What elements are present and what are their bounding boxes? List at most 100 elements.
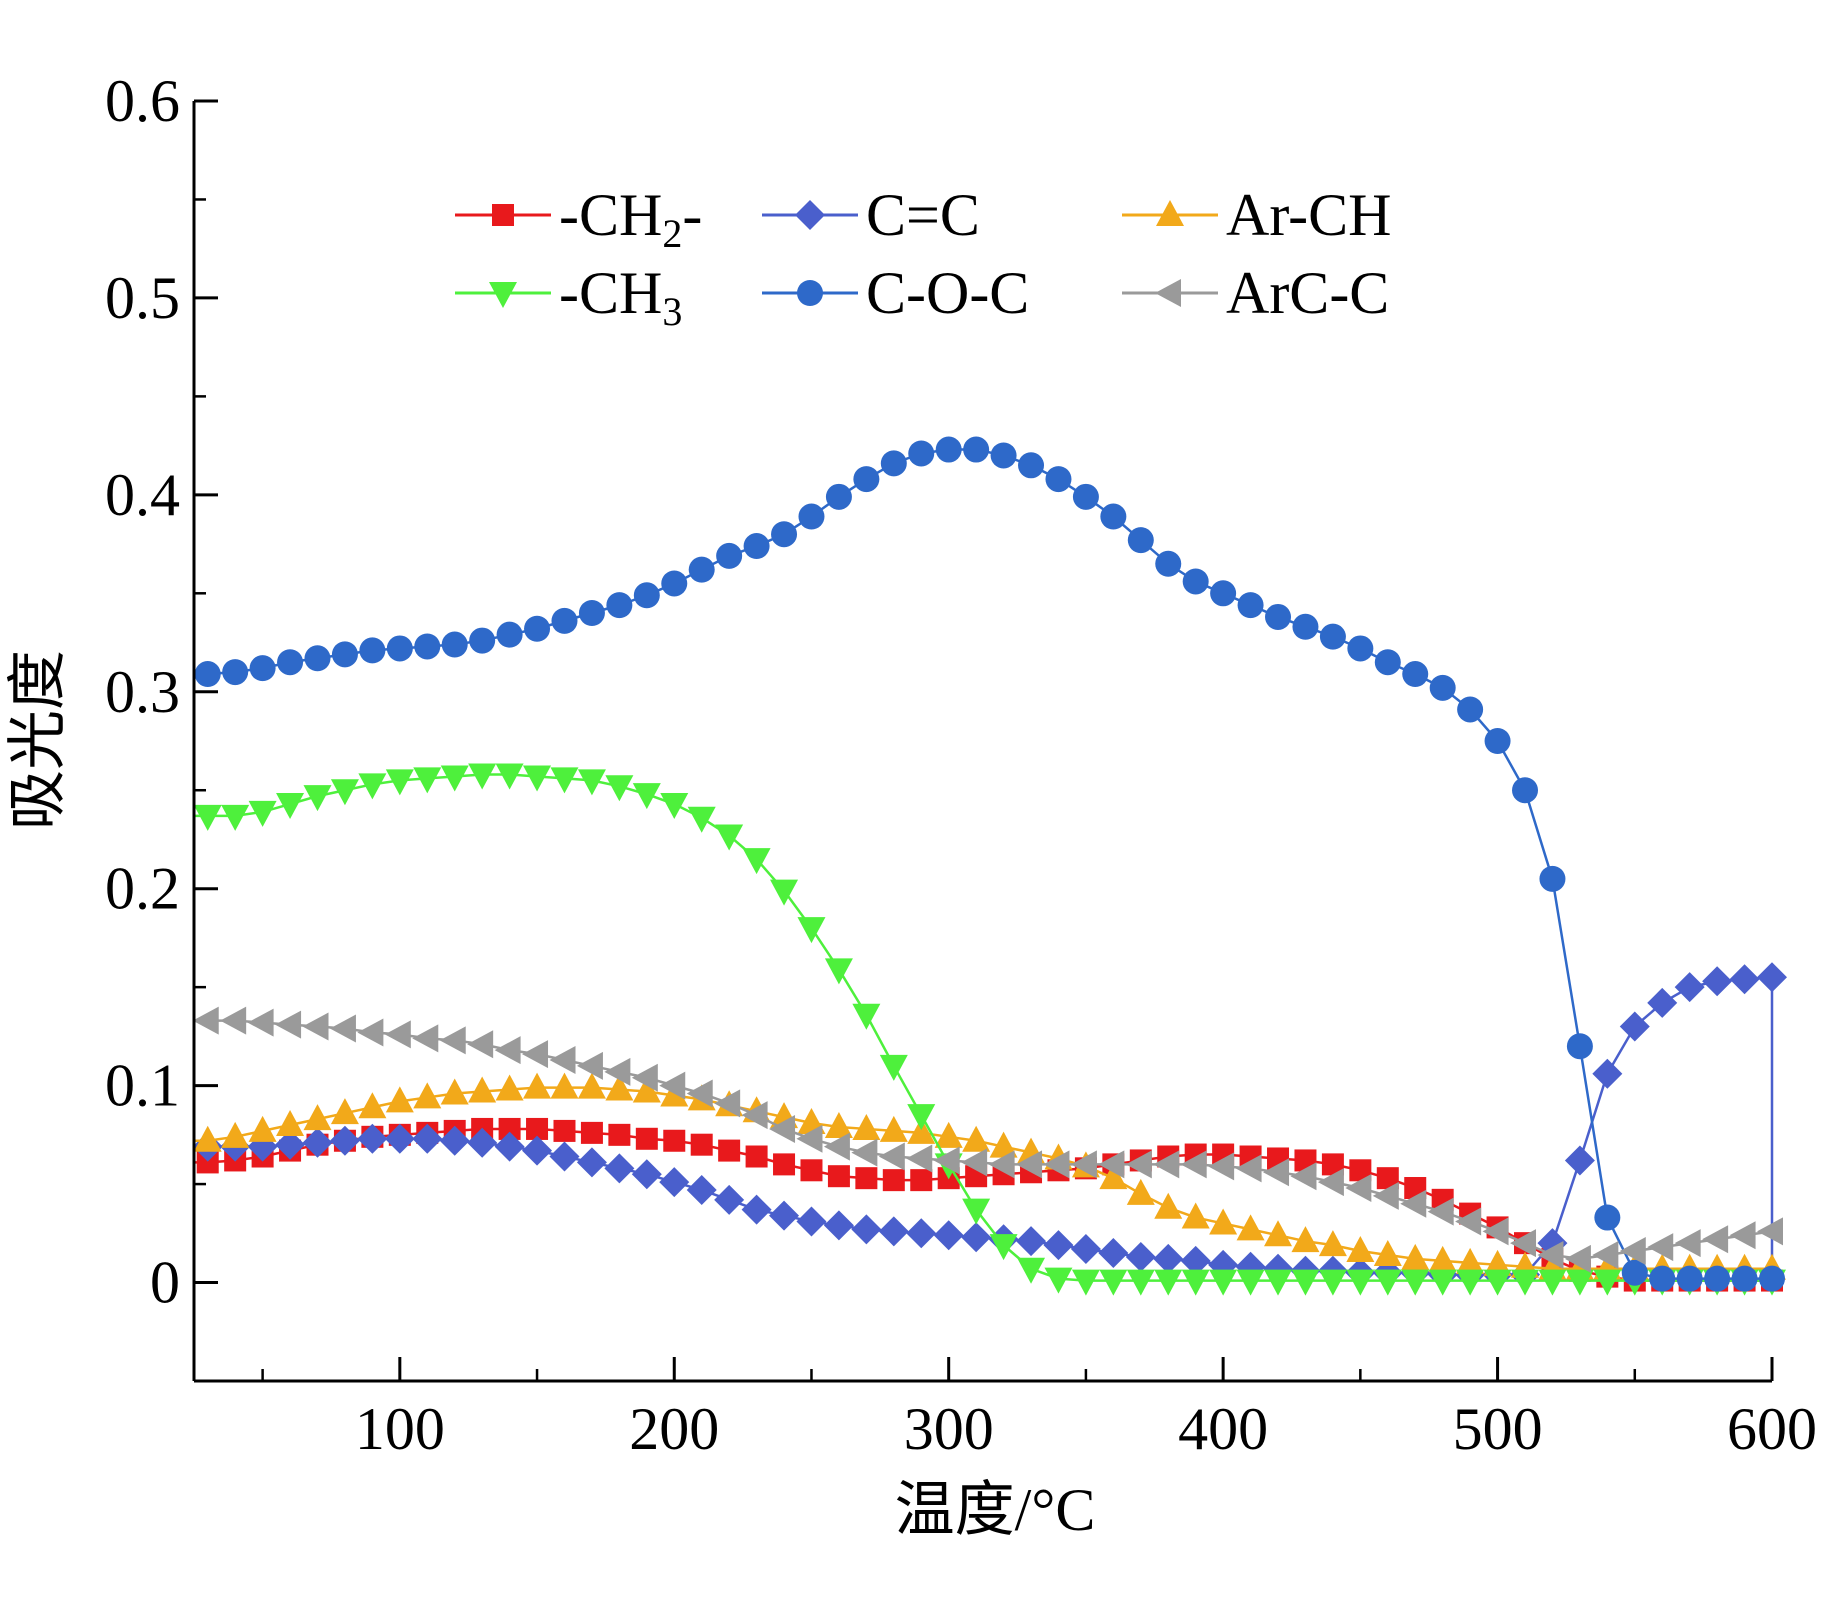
legend-marker [489, 282, 517, 308]
data-point [578, 600, 605, 626]
data-point [882, 1169, 905, 1192]
data-point [1018, 452, 1045, 479]
data-point [1290, 1162, 1317, 1191]
data-point [302, 1127, 333, 1158]
data-point [663, 1129, 686, 1152]
data-point [1428, 1245, 1457, 1272]
data-point [440, 765, 469, 792]
data-point [1044, 1267, 1073, 1294]
data-point [498, 1117, 521, 1140]
data-point [1428, 1269, 1457, 1296]
data-point [660, 793, 689, 820]
data-point [1427, 1197, 1454, 1226]
data-point [852, 1003, 881, 1030]
data-point [1181, 1202, 1210, 1229]
data-point [1373, 1239, 1402, 1266]
data-point [276, 793, 305, 820]
data-point [1456, 1247, 1485, 1274]
data-point [494, 1131, 525, 1162]
data-point [440, 1078, 469, 1105]
data-point [771, 521, 798, 548]
data-point [1566, 1033, 1593, 1060]
data-point [303, 1104, 332, 1131]
data-point [1317, 1168, 1344, 1197]
data-point [1210, 580, 1237, 607]
data-point [1319, 623, 1346, 650]
data-point [962, 1125, 991, 1152]
data-point [1649, 1265, 1676, 1292]
data-point [469, 627, 496, 654]
data-point [1153, 1150, 1180, 1179]
data-point [414, 633, 441, 660]
data-point [551, 607, 578, 634]
data-point [495, 763, 524, 790]
data-point [745, 1145, 768, 1168]
data-point [1372, 1181, 1399, 1210]
data-point [386, 635, 413, 662]
data-point [1400, 1189, 1427, 1218]
data-point [1180, 1245, 1211, 1276]
data-point [522, 1135, 553, 1166]
data-point [880, 450, 907, 477]
data-point [879, 1054, 908, 1081]
data-point [1099, 1269, 1128, 1296]
data-point [1594, 1204, 1621, 1231]
data-point [824, 958, 853, 985]
data-point [605, 775, 634, 802]
data-point [1235, 1154, 1262, 1183]
data-point [741, 1194, 772, 1225]
data-point [577, 769, 606, 796]
data-point [523, 1072, 552, 1099]
data-point [495, 1074, 524, 1101]
legend-item: C=C [762, 182, 980, 248]
data-point [1647, 987, 1678, 1018]
data-point [1264, 1220, 1293, 1247]
data-point [989, 1234, 1018, 1261]
series-5 [192, 436, 1785, 1292]
data-point [855, 1167, 878, 1190]
data-point [1072, 483, 1099, 510]
data-point [906, 1218, 937, 1249]
data-point [1757, 962, 1787, 993]
data-point [1483, 1269, 1512, 1296]
data-point [1016, 1150, 1043, 1179]
data-point [1126, 1178, 1155, 1205]
data-point [1100, 503, 1127, 530]
data-point [1593, 1269, 1622, 1296]
data-point [961, 1148, 988, 1177]
data-point [631, 1063, 658, 1092]
data-point [275, 1129, 306, 1160]
data-point [800, 1159, 823, 1182]
data-point [467, 1030, 494, 1059]
data-point [769, 1200, 800, 1231]
data-point [879, 1115, 908, 1142]
data-point [1457, 696, 1484, 723]
legend-marker [1156, 200, 1184, 226]
data-point [1017, 1257, 1046, 1284]
data-point [1619, 1237, 1646, 1266]
data-point [718, 1139, 741, 1162]
data-point [496, 621, 523, 648]
data-point [494, 1036, 521, 1065]
data-point [1731, 1265, 1758, 1292]
data-point [878, 1216, 909, 1247]
data-point [1729, 964, 1760, 995]
data-point [1347, 635, 1374, 662]
data-point [796, 1124, 823, 1153]
legend-item: ArC-C [1122, 260, 1389, 326]
data-point [1674, 972, 1705, 1003]
data-point [468, 763, 497, 790]
x-tick-label: 600 [1727, 1396, 1817, 1462]
legend-item: C-O-C [762, 260, 1029, 326]
data-point [523, 765, 552, 792]
data-point [1484, 728, 1511, 754]
data-point [1318, 1230, 1347, 1257]
data-point [1704, 1265, 1731, 1292]
data-point [550, 1072, 579, 1099]
data-point [384, 1020, 411, 1049]
y-tick-label: 0.4 [105, 462, 180, 528]
data-point [688, 556, 715, 583]
data-point [632, 783, 661, 810]
data-point [1401, 1243, 1430, 1270]
